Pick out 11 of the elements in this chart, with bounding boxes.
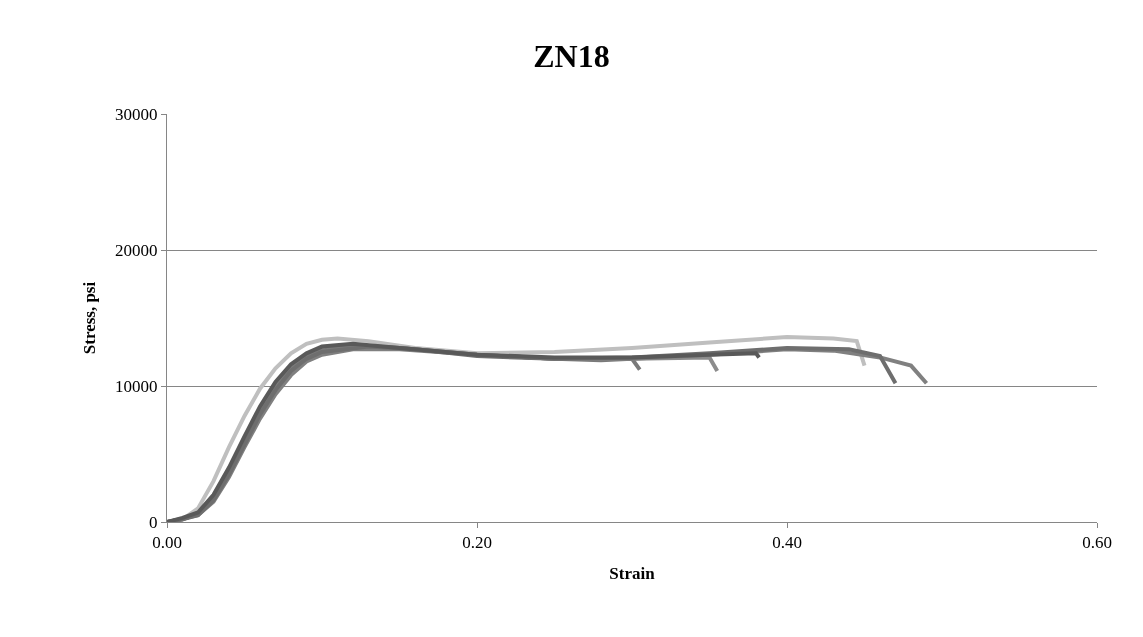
x-tick-label: 0.00 <box>152 533 182 553</box>
x-tick-label: 0.40 <box>772 533 802 553</box>
y-tick-label: 30000 <box>115 104 158 124</box>
x-axis-title: Strain <box>609 563 656 583</box>
x-tick-label: 0.60 <box>1082 533 1112 553</box>
y-tick-label: 10000 <box>115 376 158 396</box>
y-axis-title: Stress, psi <box>79 281 99 355</box>
y-tick-label: 0 <box>149 512 158 532</box>
x-tick-label: 0.20 <box>462 533 492 553</box>
y-tick-label: 20000 <box>115 240 158 260</box>
chart-title: ZN18 <box>533 37 610 74</box>
